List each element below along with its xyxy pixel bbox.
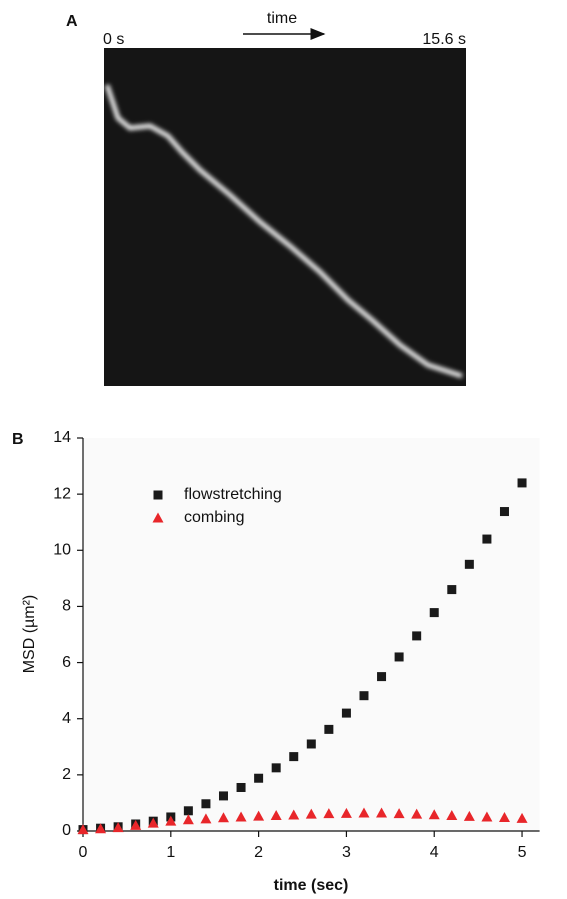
data-point xyxy=(165,815,177,826)
trajectory xyxy=(104,84,463,379)
data-point xyxy=(112,822,124,833)
data-point xyxy=(77,824,89,835)
data-point xyxy=(201,799,211,809)
arrow-label: time xyxy=(267,10,297,27)
end-label: 15.6 s xyxy=(422,31,466,48)
data-point xyxy=(447,585,457,595)
data-point xyxy=(305,808,317,819)
legend-label: flowstretching xyxy=(184,486,282,503)
data-point xyxy=(481,811,493,822)
data-point xyxy=(359,691,369,701)
x-tick-label: 2 xyxy=(254,844,263,861)
y-tick-label: 10 xyxy=(53,542,71,559)
data-point xyxy=(464,559,474,569)
panel-label: B xyxy=(12,431,24,448)
data-point xyxy=(306,739,316,749)
kymograph xyxy=(104,48,466,386)
x-tick-label: 1 xyxy=(166,844,175,861)
y-tick-label: 0 xyxy=(62,822,71,839)
data-point xyxy=(235,811,247,822)
y-axis-label: MSD (µm²) xyxy=(21,595,38,674)
data-point xyxy=(236,782,246,792)
data-point xyxy=(463,810,475,821)
data-point xyxy=(95,823,107,834)
data-point xyxy=(393,808,405,819)
x-tick-label: 3 xyxy=(342,844,351,861)
y-tick-label: 2 xyxy=(62,766,71,783)
data-point xyxy=(323,808,335,819)
legend-label: combing xyxy=(184,509,244,526)
plot-area xyxy=(83,438,540,831)
data-point xyxy=(147,817,159,828)
y-tick-label: 8 xyxy=(62,598,71,615)
data-point xyxy=(376,807,388,818)
data-point xyxy=(271,763,281,773)
data-point xyxy=(182,814,194,825)
data-point xyxy=(200,813,212,824)
x-tick-label: 4 xyxy=(430,844,439,861)
data-point xyxy=(341,708,351,718)
panel-label: A xyxy=(66,13,78,30)
data-point xyxy=(411,808,423,819)
x-axis-label: time (sec) xyxy=(274,877,349,894)
data-point xyxy=(498,812,510,823)
data-point xyxy=(429,608,439,618)
data-point xyxy=(377,672,387,682)
legend-marker xyxy=(153,490,163,500)
start-label: 0 s xyxy=(103,31,124,48)
data-point xyxy=(130,819,142,830)
data-point xyxy=(254,773,264,783)
data-point xyxy=(217,812,229,823)
y-tick-label: 12 xyxy=(53,485,71,502)
data-point xyxy=(270,810,282,821)
data-point xyxy=(288,809,300,820)
data-point xyxy=(253,810,265,821)
data-point xyxy=(517,478,527,488)
data-point xyxy=(394,652,404,662)
x-tick-label: 5 xyxy=(518,844,527,861)
y-tick-label: 14 xyxy=(53,429,71,446)
data-point xyxy=(340,807,352,818)
data-point xyxy=(218,791,228,801)
data-point xyxy=(412,631,422,641)
data-point xyxy=(516,812,528,823)
y-tick-label: 4 xyxy=(62,710,71,727)
y-tick-label: 6 xyxy=(62,654,71,671)
data-point xyxy=(428,809,440,820)
data-point xyxy=(183,806,193,816)
data-point xyxy=(289,752,299,762)
data-point xyxy=(482,534,492,544)
legend-marker xyxy=(152,512,164,523)
data-point xyxy=(324,724,334,734)
data-point xyxy=(499,507,509,517)
x-tick-label: 0 xyxy=(79,844,88,861)
data-point xyxy=(446,810,458,821)
data-point xyxy=(358,807,370,818)
